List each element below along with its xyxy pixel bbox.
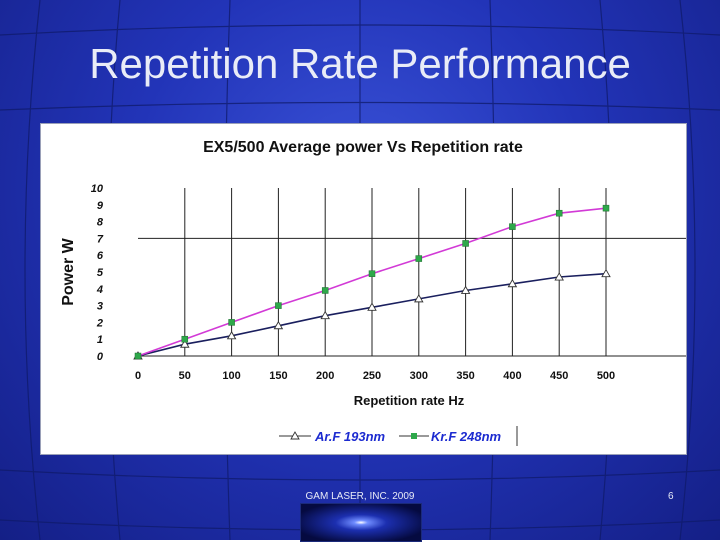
slide-title: Repetition Rate Performance [89, 40, 631, 87]
data-point-krf [602, 204, 610, 212]
x-tick-label: 0 [135, 370, 141, 382]
y-tick-label: 6 [97, 250, 104, 262]
legend-marker-arf [290, 431, 300, 440]
x-tick-label: 300 [410, 370, 428, 382]
x-tick-label: 400 [503, 370, 521, 382]
x-tick-label: 450 [550, 370, 568, 382]
x-tick-label: 250 [363, 370, 381, 382]
data-point-krf [555, 209, 563, 217]
x-tick-label: 50 [179, 370, 191, 382]
company-logo [300, 503, 422, 542]
x-tick-label: 150 [269, 370, 287, 382]
x-tick-label: 500 [597, 370, 615, 382]
legend-marker-krf [411, 433, 417, 439]
y-tick-label: 8 [97, 217, 104, 229]
y-tick-label: 0 [97, 351, 104, 363]
chart-panel: EX5/500 Average power Vs Repetition rate… [40, 123, 687, 455]
data-point-arf [180, 339, 190, 348]
y-tick-label: 5 [97, 267, 104, 279]
y-tick-label: 4 [96, 284, 103, 296]
data-point-krf [181, 335, 189, 343]
data-point-krf [415, 255, 423, 262]
y-tick-label: 3 [97, 301, 103, 313]
chart: EX5/500 Average power Vs Repetition rate… [60, 139, 686, 446]
data-point-arf [507, 278, 518, 288]
data-point-arf [320, 310, 330, 320]
data-point-arf [414, 293, 424, 303]
x-axis-label: Repetition rate Hz [354, 393, 465, 408]
x-tick-label: 100 [222, 370, 240, 382]
data-point-krf [462, 240, 469, 247]
y-tick-label: 1 [97, 334, 103, 346]
data-point-krf [321, 287, 329, 294]
x-tick-label: 200 [316, 370, 334, 382]
y-tick-label: 10 [91, 183, 104, 195]
y-tick-label: 7 [97, 233, 104, 245]
data-point-arf [273, 320, 284, 330]
data-point-arf [226, 330, 237, 340]
footer-text: GAM LASER, INC. 2009 [305, 491, 415, 502]
y-axis-label: Power W [60, 237, 77, 305]
data-point-arf [601, 268, 611, 278]
data-point-krf [368, 270, 376, 277]
data-point-arf [460, 285, 471, 294]
data-point-krf [509, 223, 516, 230]
y-tick-label: 9 [97, 200, 104, 212]
data-point-arf [554, 272, 564, 281]
data-point-krf [275, 302, 282, 309]
data-point-krf [228, 319, 235, 326]
legend-label-arf: Ar.F 193nm [314, 429, 386, 444]
page-number: 6 [668, 491, 674, 502]
y-tick-label: 2 [96, 317, 103, 329]
chart-title: EX5/500 Average power Vs Repetition rate [203, 139, 523, 156]
data-point-krf [134, 352, 142, 360]
data-point-arf [367, 302, 377, 311]
x-tick-label: 350 [456, 370, 474, 382]
legend-label-krf: Kr.F 248nm [431, 429, 502, 444]
